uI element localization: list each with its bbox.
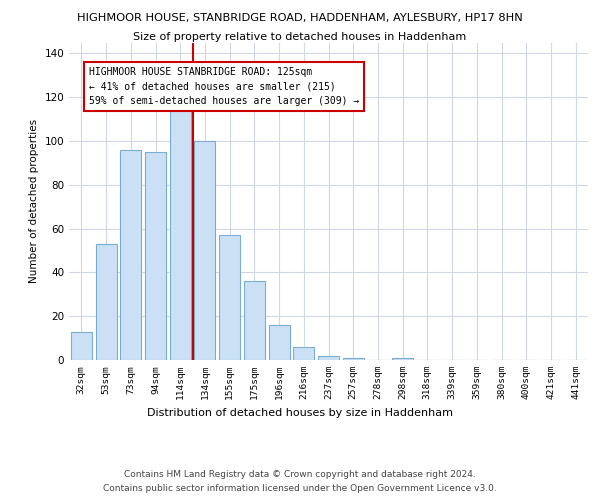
Text: HIGHMOOR HOUSE STANBRIDGE ROAD: 125sqm
← 41% of detached houses are smaller (215: HIGHMOOR HOUSE STANBRIDGE ROAD: 125sqm ←…	[89, 66, 359, 106]
Bar	[269, 325, 290, 360]
Bar	[95, 244, 116, 360]
Bar	[71, 332, 92, 360]
Text: Distribution of detached houses by size in Haddenham: Distribution of detached houses by size …	[147, 408, 453, 418]
Text: Size of property relative to detached houses in Haddenham: Size of property relative to detached ho…	[133, 32, 467, 42]
Bar	[343, 358, 364, 360]
Bar	[219, 235, 240, 360]
Text: Contains HM Land Registry data © Crown copyright and database right 2024.: Contains HM Land Registry data © Crown c…	[124, 470, 476, 479]
Y-axis label: Number of detached properties: Number of detached properties	[29, 119, 39, 284]
Bar	[318, 356, 339, 360]
Text: Contains public sector information licensed under the Open Government Licence v3: Contains public sector information licen…	[103, 484, 497, 493]
Bar	[392, 358, 413, 360]
Bar	[170, 80, 191, 360]
Bar	[194, 141, 215, 360]
Bar	[145, 152, 166, 360]
Text: HIGHMOOR HOUSE, STANBRIDGE ROAD, HADDENHAM, AYLESBURY, HP17 8HN: HIGHMOOR HOUSE, STANBRIDGE ROAD, HADDENH…	[77, 12, 523, 22]
Bar	[293, 347, 314, 360]
Bar	[244, 281, 265, 360]
Bar	[120, 150, 141, 360]
